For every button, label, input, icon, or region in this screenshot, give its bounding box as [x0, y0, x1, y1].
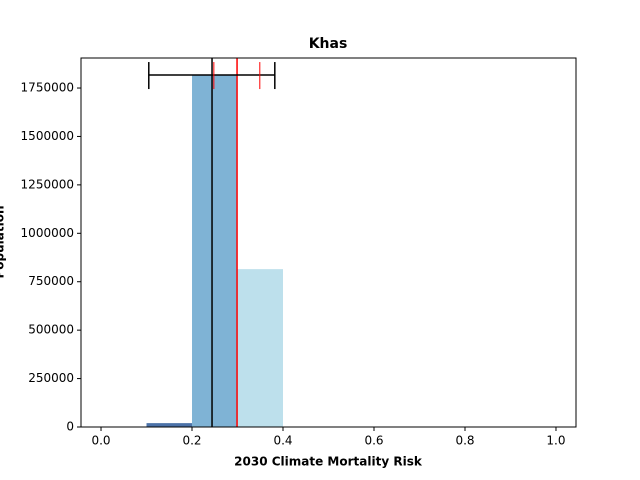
- x-tick-label: 0.2: [182, 434, 201, 448]
- chart-title: Khas: [309, 36, 348, 52]
- bar: [237, 269, 284, 427]
- x-axis-label: 2030 Climate Mortality Risk: [234, 455, 423, 469]
- x-tick-label: 0.0: [91, 434, 110, 448]
- x-tick-label: 0.8: [455, 434, 474, 448]
- y-tick-label: 500000: [28, 323, 74, 337]
- plot-frame: [80, 57, 577, 428]
- y-tick-label: 750000: [28, 274, 74, 288]
- y-axis-label: Population: [0, 205, 7, 278]
- y-tick-label: 250000: [28, 371, 74, 385]
- x-tick-label: 0.6: [364, 434, 383, 448]
- y-tick-label: 1000000: [21, 226, 74, 240]
- x-tick-label: 1.0: [546, 434, 565, 448]
- y-tick-label: 1250000: [21, 177, 74, 191]
- x-tick-label: 0.4: [273, 434, 292, 448]
- bar: [192, 75, 238, 428]
- y-tick-label: 1500000: [21, 129, 74, 143]
- bar: [146, 423, 193, 427]
- y-tick-label: 1750000: [21, 81, 74, 95]
- y-tick-label: 0: [66, 420, 74, 434]
